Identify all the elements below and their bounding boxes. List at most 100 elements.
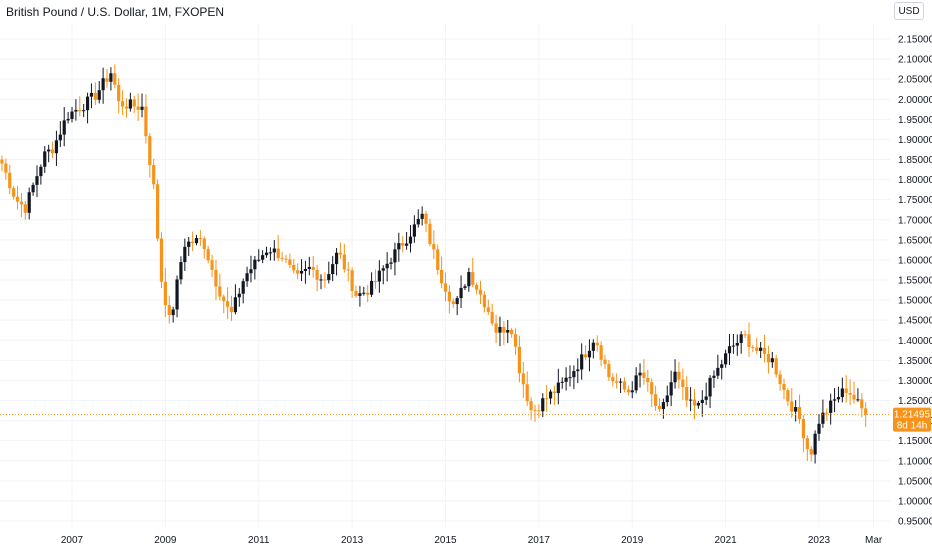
candle-body: [167, 305, 171, 316]
x-tick-label: 2009: [154, 535, 177, 546]
candle-body: [494, 323, 498, 333]
candle-body: [860, 399, 864, 409]
candle-body: [78, 109, 82, 112]
candle-body: [805, 438, 809, 450]
x-tick-label: Mar: [865, 535, 883, 546]
candle-body: [665, 395, 669, 403]
candle-body: [369, 280, 374, 295]
candle-body: [113, 73, 117, 85]
candle-body: [653, 394, 658, 407]
candle-body: [782, 384, 786, 391]
candle-body: [163, 281, 167, 306]
candle-body: [607, 364, 611, 378]
candle-body: [864, 408, 868, 415]
x-tick-label: 2007: [61, 535, 84, 546]
currency-button[interactable]: USD: [894, 2, 924, 20]
candle-body: [428, 223, 432, 245]
y-tick-label: 1.60000: [898, 255, 932, 266]
candle-body: [354, 290, 358, 296]
candle-body: [564, 377, 568, 382]
candle-body: [459, 287, 463, 299]
candle-body: [545, 398, 549, 400]
candle-body: [685, 387, 689, 401]
candle-body: [813, 433, 817, 455]
candle-body: [642, 372, 646, 378]
candle-body: [8, 172, 12, 189]
candle-body: [424, 213, 428, 224]
candle-body: [296, 270, 300, 274]
candle-body: [412, 224, 416, 237]
candle-body: [404, 243, 409, 246]
candle-body: [206, 249, 210, 261]
y-tick-label: 2.05000: [898, 75, 932, 86]
candle-body: [136, 106, 140, 110]
candle-body: [630, 390, 634, 393]
candle-body: [338, 252, 343, 255]
candle-body: [443, 283, 448, 292]
candle-body: [93, 92, 97, 100]
y-tick-label: 1.30000: [898, 376, 932, 387]
candle-body: [307, 266, 311, 269]
candle-body: [724, 353, 728, 365]
candle-body: [261, 255, 265, 260]
y-tick-label: 1.90000: [898, 135, 932, 146]
candle-body: [490, 311, 494, 324]
candle-body: [673, 371, 677, 383]
candle-body: [525, 384, 529, 402]
candle-body: [280, 258, 284, 260]
candle-body: [583, 354, 588, 358]
candle-body: [152, 165, 156, 185]
candle-body: [85, 96, 90, 111]
candle-body: [327, 274, 331, 281]
candle-body: [478, 289, 483, 295]
candle-body: [210, 260, 214, 270]
candle-body: [385, 263, 389, 269]
candle-body: [766, 353, 771, 363]
candle-body: [377, 270, 381, 282]
candle-body: [70, 111, 74, 119]
y-tick-label: 1.35000: [898, 356, 932, 367]
candle-body: [202, 238, 206, 250]
candle-body: [832, 399, 837, 401]
candle-body: [844, 388, 848, 393]
candle-body: [475, 284, 479, 290]
y-tick-label: 2.15000: [898, 35, 932, 46]
candle-body: [455, 298, 459, 305]
y-tick-label: 1.80000: [898, 175, 932, 186]
candle-body: [342, 254, 346, 270]
candle-body: [657, 406, 662, 410]
x-tick-label: 2023: [808, 535, 831, 546]
candle-body: [47, 149, 51, 152]
candle-body: [397, 243, 401, 250]
candle-body: [171, 309, 175, 316]
candle-body: [366, 292, 370, 295]
candle-body: [43, 151, 47, 167]
candle-body: [183, 246, 187, 263]
y-tick-label: 1.00000: [898, 496, 932, 507]
y-tick-label: 1.75000: [898, 195, 932, 206]
candle-body: [218, 286, 222, 297]
candle-body: [132, 99, 136, 107]
x-tick-label: 2019: [621, 535, 644, 546]
y-tick-label: 2.10000: [898, 55, 932, 66]
candle-body: [292, 264, 296, 271]
candle-body: [513, 334, 518, 347]
price-badge-countdown: 8d 14h: [897, 421, 928, 432]
candle-body: [704, 396, 708, 400]
y-tick-label: 1.05000: [898, 476, 932, 487]
x-tick-label: 2021: [715, 535, 738, 546]
candle-body: [0, 159, 4, 164]
candle-body: [331, 264, 335, 275]
candle-body: [801, 419, 806, 439]
candle-body: [140, 106, 144, 110]
candle-body: [548, 391, 553, 399]
candle-body: [346, 269, 350, 271]
candle-body: [696, 403, 700, 406]
candle-body: [144, 106, 148, 137]
x-tick-label: 2017: [528, 535, 551, 546]
candle-body: [681, 379, 685, 388]
candle-body: [393, 249, 397, 263]
candle-body: [836, 397, 841, 400]
candle-body: [159, 238, 164, 282]
